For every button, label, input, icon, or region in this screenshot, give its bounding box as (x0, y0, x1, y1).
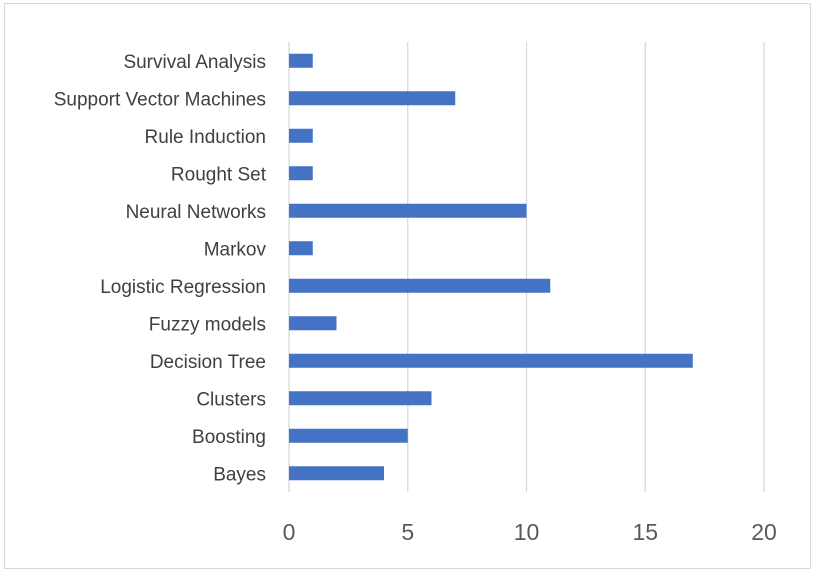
value-axis-labels: 0 5 10 15 20 (283, 519, 777, 545)
bar (289, 316, 337, 331)
category-label: Boosting (192, 427, 266, 448)
x-tick-label: 20 (751, 519, 777, 545)
category-label: Fuzzy models (149, 314, 266, 335)
bar (289, 241, 313, 256)
bar (289, 53, 313, 68)
bar (289, 166, 313, 181)
bar (289, 278, 551, 293)
category-label: Survival Analysis (123, 52, 266, 73)
bar (289, 428, 408, 443)
bar (289, 91, 456, 106)
category-label: Neural Networks (126, 202, 266, 223)
category-label: Rought Set (171, 164, 267, 185)
bar (289, 203, 527, 218)
bar (289, 128, 313, 143)
bar (289, 391, 432, 406)
category-label: Clusters (196, 389, 266, 410)
bar (289, 466, 384, 481)
category-axis-labels: Bayes Boosting Clusters Decision Tree Fuzzy … (54, 52, 267, 486)
category-label: Markov (204, 239, 267, 260)
category-label: Logistic Regression (100, 277, 266, 298)
x-tick-label: 10 (514, 519, 540, 545)
category-label: Decision Tree (150, 352, 266, 373)
bar-series (289, 53, 693, 481)
x-tick-label: 0 (283, 519, 296, 545)
category-label: Support Vector Machines (54, 89, 266, 110)
category-label: Bayes (213, 464, 266, 485)
bar (289, 353, 693, 368)
x-tick-label: 5 (401, 519, 414, 545)
gridlines (288, 42, 765, 492)
x-tick-label: 15 (632, 519, 658, 545)
category-label: Rule Induction (145, 127, 266, 148)
